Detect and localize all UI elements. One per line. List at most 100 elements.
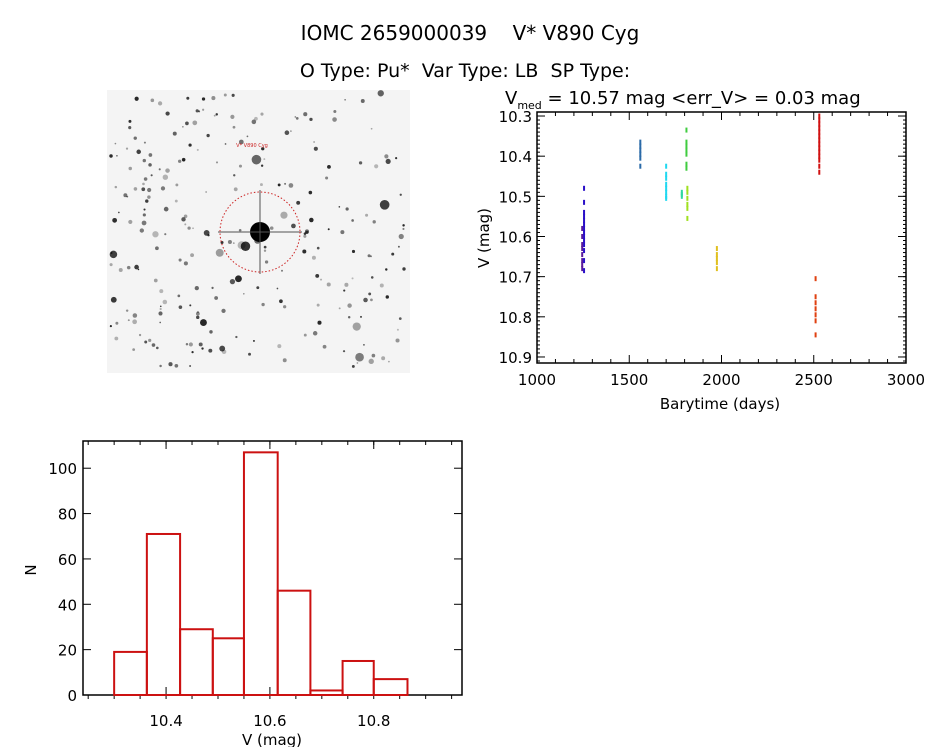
star [223, 93, 227, 97]
star [374, 164, 379, 169]
star [282, 358, 287, 363]
star [200, 319, 207, 326]
star [344, 282, 349, 287]
star [128, 119, 132, 123]
x-tick-label: 2000 [702, 371, 740, 389]
star [172, 131, 177, 136]
data-point-group7 [686, 215, 689, 221]
data-point-group7 [686, 185, 689, 191]
y-tick-label: 100 [48, 460, 77, 478]
star [381, 356, 386, 361]
light-curve-plot: Vmed = 10.57 mag <err_V> = 0.03 mag 1000… [475, 88, 925, 413]
star [303, 234, 307, 238]
star [384, 154, 389, 159]
data-point-group9 [814, 300, 817, 306]
star [194, 285, 199, 291]
data-point-group10 [818, 133, 821, 139]
star [398, 233, 404, 240]
data-point-group1 [581, 258, 584, 264]
star [238, 229, 242, 232]
star [342, 350, 346, 353]
star [192, 120, 198, 126]
data-point-group10 [818, 169, 821, 175]
star [277, 344, 282, 349]
data-point-group2 [583, 258, 586, 264]
star [138, 333, 142, 337]
star [345, 207, 349, 211]
star [243, 292, 245, 295]
star [327, 228, 330, 231]
star [313, 141, 316, 143]
star [280, 211, 288, 219]
star [283, 305, 287, 309]
star [159, 321, 161, 324]
star [159, 289, 164, 294]
data-point-group1 [581, 262, 584, 268]
star [290, 130, 292, 132]
star [284, 130, 290, 136]
star [309, 217, 314, 223]
data-point-group6 [685, 161, 688, 167]
y-tick-label: 40 [58, 596, 77, 614]
star [188, 342, 193, 347]
star [132, 348, 136, 351]
star [365, 213, 369, 217]
star [219, 345, 226, 352]
data-point-group10 [818, 121, 821, 127]
star [372, 220, 376, 224]
histogram-axes [82, 440, 463, 696]
star [142, 213, 146, 217]
star [159, 305, 162, 308]
star [109, 325, 112, 328]
star [178, 305, 183, 309]
data-point-group3 [639, 155, 642, 161]
light-curve-title: Vmed = 10.57 mag <err_V> = 0.03 mag [505, 88, 861, 112]
histogram-plot: 10.4 10.6 10.8 0 20 40 60 80 100 V (mag) N [22, 440, 463, 747]
star [269, 226, 274, 230]
data-point-group4 [665, 175, 668, 181]
data-point-group2 [583, 242, 586, 248]
star [264, 260, 269, 264]
star [189, 364, 192, 367]
star [148, 153, 153, 157]
x-tick-label: 2500 [795, 371, 833, 389]
star [351, 249, 356, 254]
star [157, 101, 163, 106]
data-point-group4 [665, 181, 668, 187]
star [192, 227, 194, 230]
star [195, 109, 199, 113]
star [363, 297, 368, 303]
star [325, 176, 329, 180]
star [224, 143, 227, 145]
target-circle [219, 191, 301, 273]
star [174, 199, 178, 203]
data-point-group4 [665, 163, 668, 169]
star [127, 319, 130, 322]
star [358, 161, 363, 165]
star [261, 302, 265, 307]
star [363, 344, 365, 346]
star [379, 199, 390, 210]
star [388, 360, 390, 363]
data-point-group1 [581, 225, 584, 231]
data-point-group7 [686, 205, 689, 211]
data-point-group8 [715, 246, 718, 252]
star [202, 108, 205, 111]
star [143, 177, 148, 181]
star [308, 190, 313, 195]
data-point-group2 [583, 268, 586, 274]
star [238, 139, 244, 145]
star [128, 166, 132, 171]
data-point-group2 [583, 185, 586, 191]
star [395, 338, 400, 343]
data-point-group1 [581, 246, 584, 252]
y-tick-label: 80 [58, 506, 77, 524]
data-point-group2 [583, 229, 586, 235]
star [174, 363, 179, 368]
star [196, 315, 200, 320]
star [125, 147, 129, 150]
star [316, 246, 320, 250]
star [370, 127, 373, 130]
star [198, 342, 203, 347]
